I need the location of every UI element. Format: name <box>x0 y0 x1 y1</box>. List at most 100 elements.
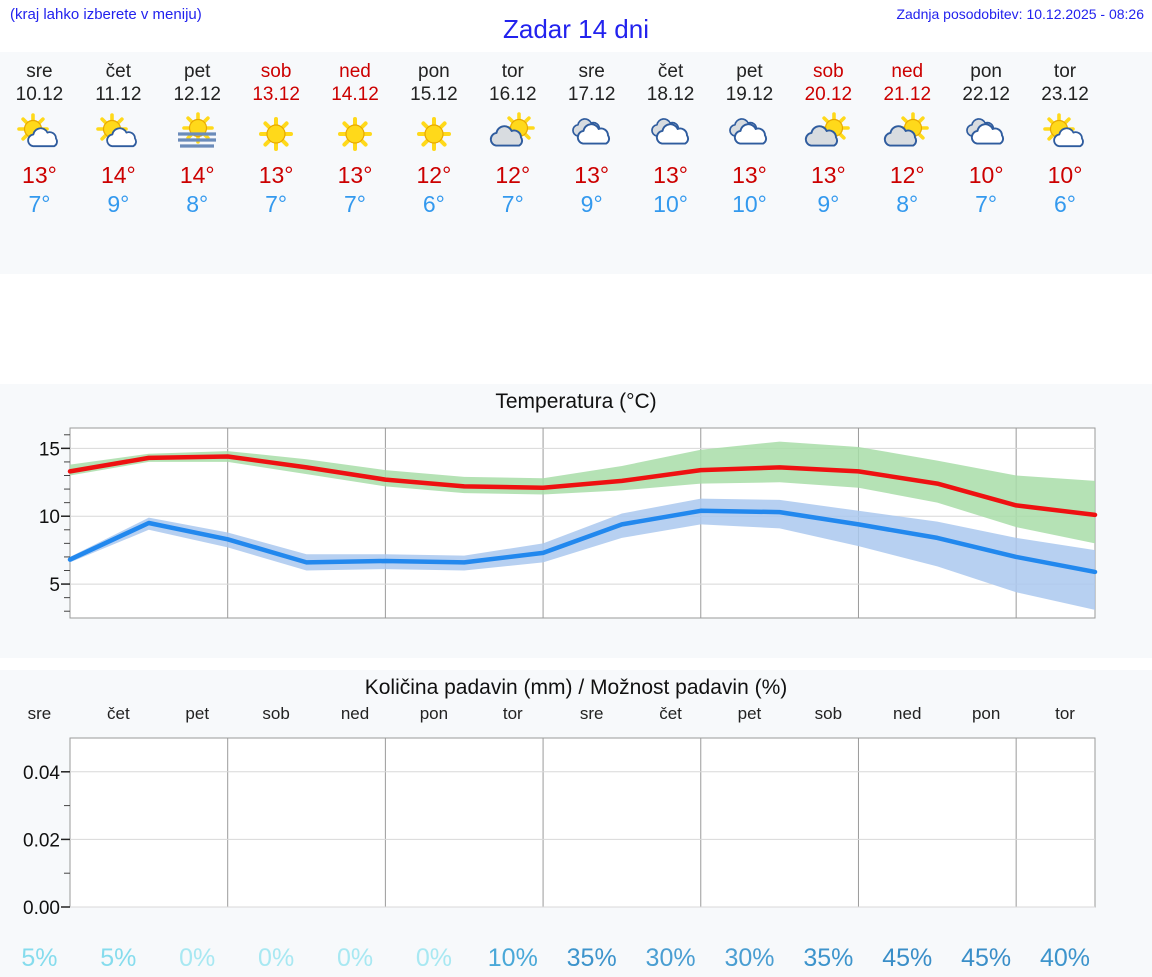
menu-note: (kraj lahko izberete v meniju) <box>10 6 202 23</box>
precipitation-probability: 45% <box>882 944 933 972</box>
day-date-label: 19.12 <box>725 84 774 105</box>
forecast-day-card[interactable]: pet 12.12 14° 8° <box>158 52 237 218</box>
day-of-week-label: pon <box>970 61 1002 82</box>
precipitation-probability: 0% <box>415 944 452 972</box>
precipitation-day-label: pon <box>971 704 1001 723</box>
precipitation-day-label: sre <box>27 704 52 723</box>
svg-text:0.00: 0.00 <box>23 898 60 919</box>
last-update-label: Zadnja posodobitev: 10.12.2025 - 08:26 <box>896 6 1144 22</box>
cloud-sun-icon <box>473 108 552 160</box>
day-of-week-label: pon <box>418 61 450 82</box>
precipitation-day-label: sre <box>579 704 604 723</box>
clouds-icon <box>631 108 710 160</box>
precipitation-day-label: ned <box>893 704 922 723</box>
precipitation-probability: 5% <box>21 944 58 972</box>
day-of-week-label: tor <box>1053 61 1077 82</box>
day-date-label: 22.12 <box>962 84 1010 105</box>
forecast-days-row: sre 10.12 13° 7° čet 11.12 14° 9° pet 12.12 14° 8… <box>0 52 1152 218</box>
precipitation-svg: 0.00 0.02 0.04 <box>23 737 1096 919</box>
precipitation-probability: 10% <box>487 944 538 972</box>
forecast-day-card[interactable]: ned 21.12 12° 8° <box>868 52 947 218</box>
svg-text:0.04: 0.04 <box>23 763 60 784</box>
day-min-temp: 9° <box>107 191 130 217</box>
temperature-chart-title: Temperatura (°C) <box>495 390 657 413</box>
day-max-temp: 10° <box>968 162 1004 188</box>
day-of-week-label: sob <box>813 61 844 82</box>
day-date-label: 13.12 <box>252 84 300 105</box>
sun-cloud-icon <box>79 108 158 160</box>
day-max-temp: 12° <box>495 162 531 188</box>
precipitation-probability: 40% <box>1040 944 1091 972</box>
temperature-svg: 5 10 15 <box>39 427 1098 619</box>
forecast-day-card[interactable]: pon 15.12 12° 6° <box>394 52 473 218</box>
forecast-day-card[interactable]: pet 19.12 13° 10° <box>710 52 789 218</box>
day-max-temp: 10° <box>1047 162 1083 188</box>
forecast-day-card[interactable]: ned 14.12 13° 7° <box>316 52 395 218</box>
sun-cloud-icon <box>0 108 79 160</box>
sun-icon <box>316 108 395 160</box>
clouds-icon <box>552 108 631 160</box>
precipitation-probability: 30% <box>724 944 775 972</box>
precipitation-day-label: tor <box>502 704 523 723</box>
day-date-label: 14.12 <box>331 84 379 105</box>
forecast-day-card[interactable]: sob 13.12 13° 7° <box>237 52 316 218</box>
forecast-strip: sre 10.12 13° 7° čet 11.12 14° 9° pet 12.12 14° 8… <box>0 52 1152 274</box>
day-of-week-label: sob <box>260 61 292 82</box>
day-date-label: 20.12 <box>804 84 853 105</box>
svg-text:0.02: 0.02 <box>23 830 60 851</box>
precipitation-probability: 35% <box>566 944 617 972</box>
day-min-temp: 7° <box>501 191 524 217</box>
day-min-temp: 7° <box>265 191 288 217</box>
forecast-day-card[interactable]: tor 23.12 10° 6° <box>1026 52 1105 218</box>
day-of-week-label: pet <box>184 61 211 82</box>
svg-text:15: 15 <box>39 439 60 460</box>
forecast-day-card[interactable]: čet 18.12 13° 10° <box>631 52 710 218</box>
cloud-sun-icon <box>868 108 947 160</box>
precipitation-day-label: pon <box>419 704 449 723</box>
day-max-temp: 13° <box>574 162 610 188</box>
precipitation-day-label: ned <box>340 704 370 723</box>
forecast-day-card[interactable]: tor 16.12 12° 7° <box>473 52 552 218</box>
sun-icon <box>394 108 473 160</box>
precipitation-chart-block: Količina padavin (mm) / Možnost padavin … <box>0 670 1152 977</box>
day-min-temp: 7° <box>344 191 366 217</box>
day-min-temp: 10° <box>653 191 688 217</box>
day-of-week-label: tor <box>501 61 524 82</box>
day-min-temp: 7° <box>28 191 51 217</box>
day-of-week-label: ned <box>339 61 371 82</box>
precipitation-probability: 45% <box>961 944 1012 972</box>
day-date-label: 11.12 <box>95 84 142 105</box>
precipitation-day-label: čet <box>659 704 682 723</box>
cloud-sun-icon <box>789 108 868 160</box>
day-min-temp: 8° <box>186 191 209 217</box>
day-of-week-label: sre <box>578 61 605 82</box>
clouds-icon <box>947 108 1026 160</box>
sun-icon <box>237 108 316 160</box>
day-min-temp: 6° <box>422 191 445 217</box>
day-of-week-label: pet <box>736 61 763 82</box>
precipitation-day-label: pet <box>737 704 762 723</box>
day-max-temp: 13° <box>22 162 57 188</box>
svg-text:10: 10 <box>39 507 60 528</box>
day-min-temp: 9° <box>817 191 840 217</box>
precipitation-plot: 0.00 0.02 0.04 <box>0 724 1152 939</box>
precipitation-probability: 0% <box>258 944 295 972</box>
forecast-day-card[interactable]: pon 22.12 10° 7° <box>947 52 1026 218</box>
day-of-week-label: ned <box>891 61 924 82</box>
day-date-label: 18.12 <box>646 84 695 105</box>
forecast-day-card[interactable]: sob 20.12 13° 9° <box>789 52 868 218</box>
day-max-temp: 13° <box>810 162 846 188</box>
precipitation-day-label: sob <box>262 704 290 723</box>
forecast-day-card[interactable]: sre 10.12 13° 7° <box>0 52 79 218</box>
page-header: (kraj lahko izberete v meniju) Zadar 14 … <box>0 0 1152 52</box>
day-min-temp: 10° <box>732 191 767 217</box>
day-date-label: 21.12 <box>883 84 932 105</box>
forecast-day-card[interactable]: sre 17.12 13° 9° <box>552 52 631 218</box>
day-min-temp: 7° <box>975 191 998 217</box>
precipitation-day-label: čet <box>106 704 130 723</box>
forecast-day-card[interactable]: čet 11.12 14° 9° <box>79 52 158 218</box>
day-max-temp: 14° <box>179 162 215 188</box>
day-max-temp: 14° <box>100 162 136 188</box>
precipitation-probability: 30% <box>645 944 696 972</box>
